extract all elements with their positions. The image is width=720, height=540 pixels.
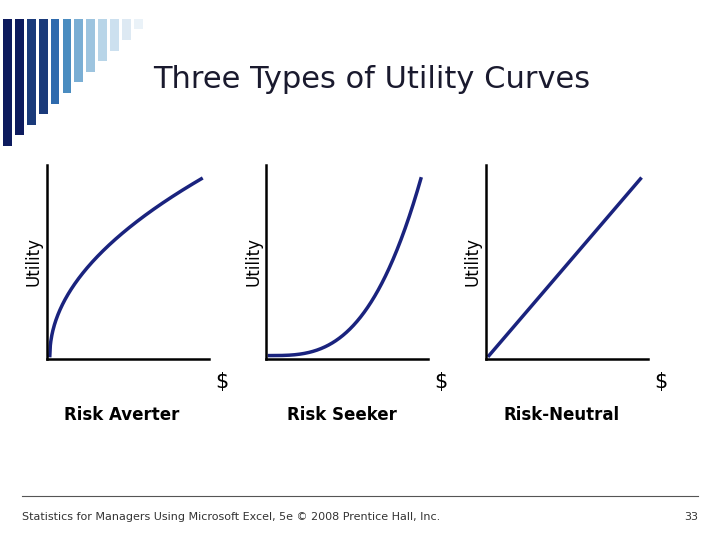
Bar (86, 19, 95, 72)
Bar (3, 19, 12, 146)
Bar (74, 19, 84, 82)
Text: Risk Seeker: Risk Seeker (287, 406, 397, 424)
Bar (110, 19, 119, 51)
Text: $: $ (215, 372, 228, 392)
Text: $: $ (435, 372, 448, 392)
Bar (27, 19, 36, 125)
Text: Three Types of Utility Curves: Three Types of Utility Curves (153, 65, 590, 94)
Bar (63, 19, 71, 93)
Text: Risk Averter: Risk Averter (64, 406, 180, 424)
Bar (134, 19, 143, 30)
Text: Risk-Neutral: Risk-Neutral (503, 406, 619, 424)
Y-axis label: Utility: Utility (244, 238, 262, 286)
Bar (50, 19, 60, 104)
Bar (122, 19, 131, 40)
Y-axis label: Utility: Utility (24, 238, 42, 286)
Bar (39, 19, 48, 114)
Text: $: $ (654, 372, 667, 392)
Text: 33: 33 (685, 512, 698, 522)
Text: Statistics for Managers Using Microsoft Excel, 5e © 2008 Prentice Hall, Inc.: Statistics for Managers Using Microsoft … (22, 512, 440, 522)
Bar (98, 19, 107, 61)
Bar (15, 19, 24, 135)
Y-axis label: Utility: Utility (464, 238, 482, 286)
